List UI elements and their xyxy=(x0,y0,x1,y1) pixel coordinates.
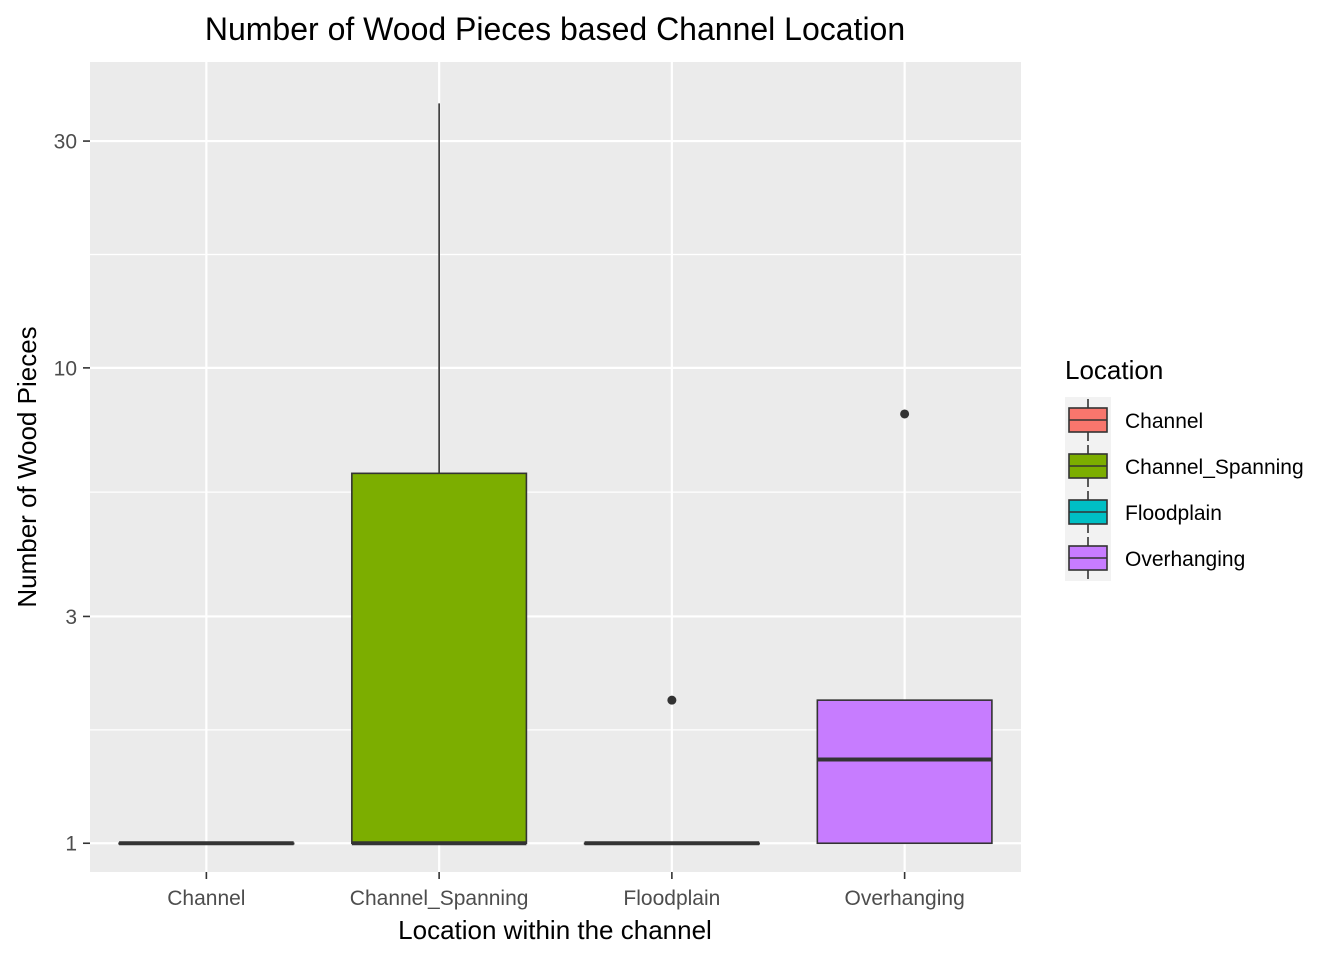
legend-label: Channel_Spanning xyxy=(1125,456,1304,479)
legend-item-channel-spanning: Channel_Spanning xyxy=(1065,443,1304,489)
box-body xyxy=(351,472,528,845)
legend: Location Channel Channel_Spanning Floodpla… xyxy=(1065,355,1304,581)
axes-layer: 1 3 10 30 Channel Channel_Spanning Floodplain O… xyxy=(54,131,965,910)
y-axis-title: Number of Wood Pieces xyxy=(12,326,42,607)
box-overhanging xyxy=(816,409,993,845)
x-tick-label: Channel_Spanning xyxy=(350,887,529,910)
y-tick-label: 3 xyxy=(65,606,77,629)
x-tick-label: Floodplain xyxy=(623,887,720,910)
x-axis-title: Location within the channel xyxy=(398,915,712,945)
box-channel-spanning xyxy=(351,103,528,846)
chart-title: Number of Wood Pieces based Channel Loca… xyxy=(205,11,905,47)
box-floodplain xyxy=(583,695,760,846)
outlier-point xyxy=(667,695,677,705)
legend-label: Floodplain xyxy=(1125,502,1222,525)
box-body xyxy=(816,699,993,845)
y-tick-label: 1 xyxy=(65,833,77,856)
y-tick-label: 30 xyxy=(54,131,77,154)
legend-title: Location xyxy=(1065,355,1163,385)
x-tick-label: Overhanging xyxy=(845,887,965,910)
legend-items: Channel Channel_Spanning Floodplain Overhan… xyxy=(1065,397,1304,581)
outlier-point xyxy=(900,409,910,419)
legend-item-floodplain: Floodplain xyxy=(1065,489,1222,535)
x-tick-label: Channel xyxy=(167,887,245,910)
legend-item-channel: Channel xyxy=(1065,397,1203,443)
legend-item-overhanging: Overhanging xyxy=(1065,535,1245,581)
legend-label: Channel xyxy=(1125,410,1203,433)
box-channel xyxy=(118,841,295,846)
legend-label: Overhanging xyxy=(1125,548,1245,571)
y-tick-label: 10 xyxy=(54,357,77,380)
boxes-layer xyxy=(118,103,993,846)
